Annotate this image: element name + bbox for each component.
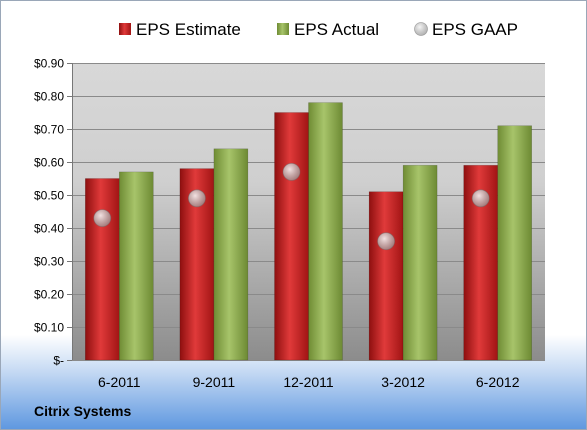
point-eps-gaap [282, 162, 301, 181]
bars [85, 102, 532, 361]
x-tick-label: 12-2011 [283, 374, 334, 390]
bar-eps-actual [119, 171, 154, 361]
y-tick-label: $0.50 [34, 189, 64, 203]
legend-swatch [119, 23, 131, 35]
company-label: Citrix Systems [34, 403, 132, 419]
legend: EPS Estimate EPS Actual EPS GAAP [119, 20, 518, 39]
legend-label: EPS Actual [294, 20, 379, 39]
bar-eps-actual [213, 148, 249, 361]
legend-label: EPS GAAP [432, 20, 518, 39]
y-tick-label: $0.90 [34, 57, 64, 71]
point-eps-gaap [471, 189, 490, 208]
x-tick-label: 6-2012 [476, 374, 520, 390]
y-tick-label: $0.60 [34, 156, 64, 170]
x-tick-label: 3-2012 [381, 374, 425, 390]
bar-eps-estimate [85, 178, 120, 361]
y-tick-label: $0.70 [34, 123, 64, 137]
legend-label: EPS Estimate [136, 20, 241, 39]
point-eps-gaap [93, 209, 112, 228]
legend-swatch [277, 23, 289, 35]
axes: $- $0.10 $0.20 $0.30 $0.40 $0.50 $0.60 $0.70 $0.… [34, 57, 520, 391]
bar-eps-actual [497, 125, 532, 361]
gaap-points [93, 162, 490, 251]
y-tick-label: $0.80 [34, 90, 64, 104]
bar-eps-estimate [368, 191, 404, 361]
y-tick-label: $0.40 [34, 222, 64, 236]
y-tick-label: $0.30 [34, 255, 64, 269]
point-eps-gaap [187, 189, 206, 208]
y-tick-label: $0.10 [34, 321, 64, 335]
y-tick-label: $0.20 [34, 288, 64, 302]
bar-eps-actual [308, 102, 343, 361]
bar-eps-estimate [274, 112, 309, 361]
legend-swatch [414, 22, 428, 36]
point-eps-gaap [377, 232, 396, 251]
x-tick-label: 6-2011 [98, 374, 141, 390]
y-tick-label: $- [53, 354, 64, 368]
x-tick-label: 9-2011 [193, 374, 236, 390]
bar-eps-actual [402, 165, 438, 361]
